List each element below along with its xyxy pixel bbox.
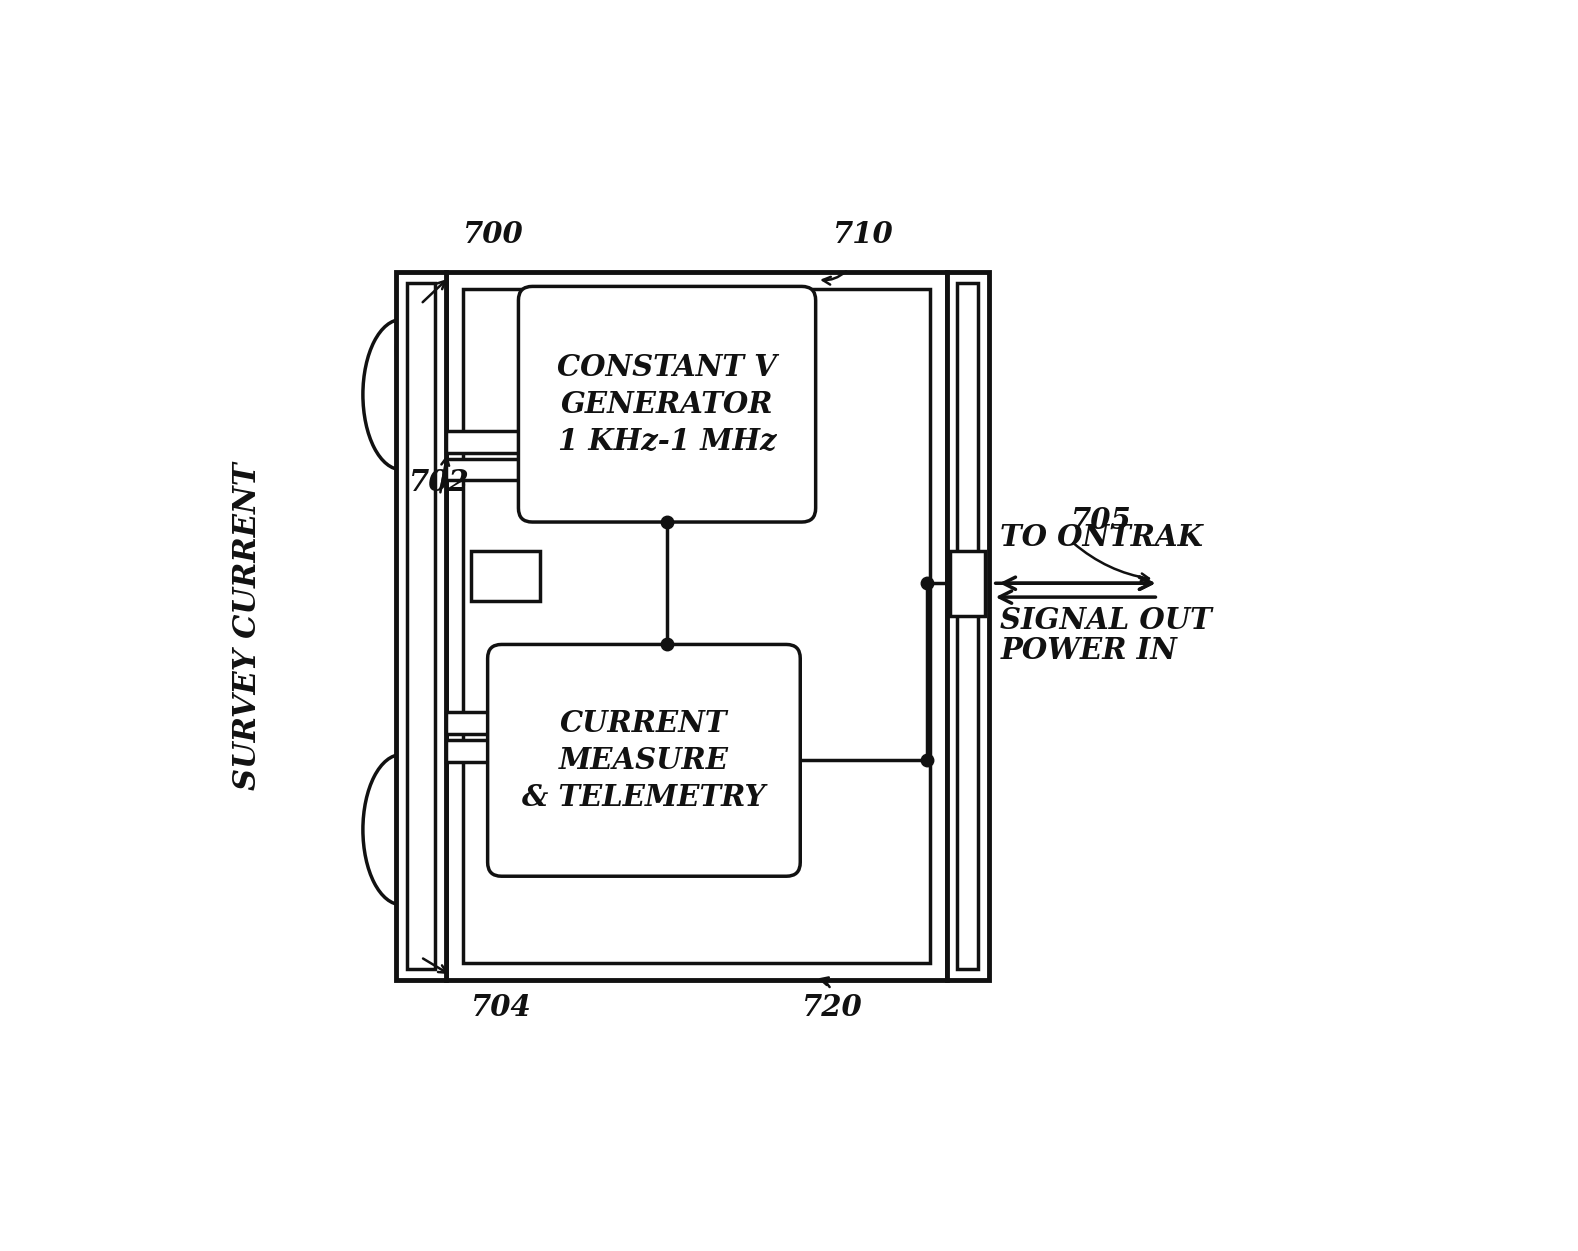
Text: CURRENT
MEASURE
& TELEMETRY: CURRENT MEASURE & TELEMETRY — [522, 709, 765, 812]
Bar — [462, 289, 929, 963]
Text: POWER IN: POWER IN — [1000, 636, 1177, 664]
Text: SURVEY CURRENT: SURVEY CURRENT — [232, 462, 264, 789]
Text: 700: 700 — [462, 220, 524, 249]
Text: 702: 702 — [409, 468, 470, 497]
Text: SIGNAL OUT: SIGNAL OUT — [1000, 607, 1212, 636]
Bar — [447, 432, 696, 453]
Bar — [396, 271, 447, 981]
Text: 720: 720 — [802, 993, 863, 1022]
Text: 705: 705 — [1071, 507, 1131, 535]
Text: TO ONTRAK: TO ONTRAK — [1000, 523, 1204, 553]
Bar — [958, 283, 978, 970]
Bar — [950, 550, 985, 615]
Ellipse shape — [363, 754, 440, 904]
Bar — [470, 550, 540, 600]
Bar — [447, 739, 696, 762]
Bar — [447, 459, 696, 480]
Bar — [947, 271, 989, 981]
Text: 710: 710 — [833, 220, 893, 249]
Text: 704: 704 — [470, 993, 532, 1022]
FancyBboxPatch shape — [488, 644, 800, 876]
Ellipse shape — [363, 319, 440, 469]
Text: CONSTANT V
GENERATOR
1 KHz-1 MHz: CONSTANT V GENERATOR 1 KHz-1 MHz — [557, 353, 776, 455]
Bar — [447, 712, 696, 734]
Bar — [447, 271, 947, 981]
Bar — [407, 283, 436, 970]
FancyBboxPatch shape — [519, 286, 816, 522]
